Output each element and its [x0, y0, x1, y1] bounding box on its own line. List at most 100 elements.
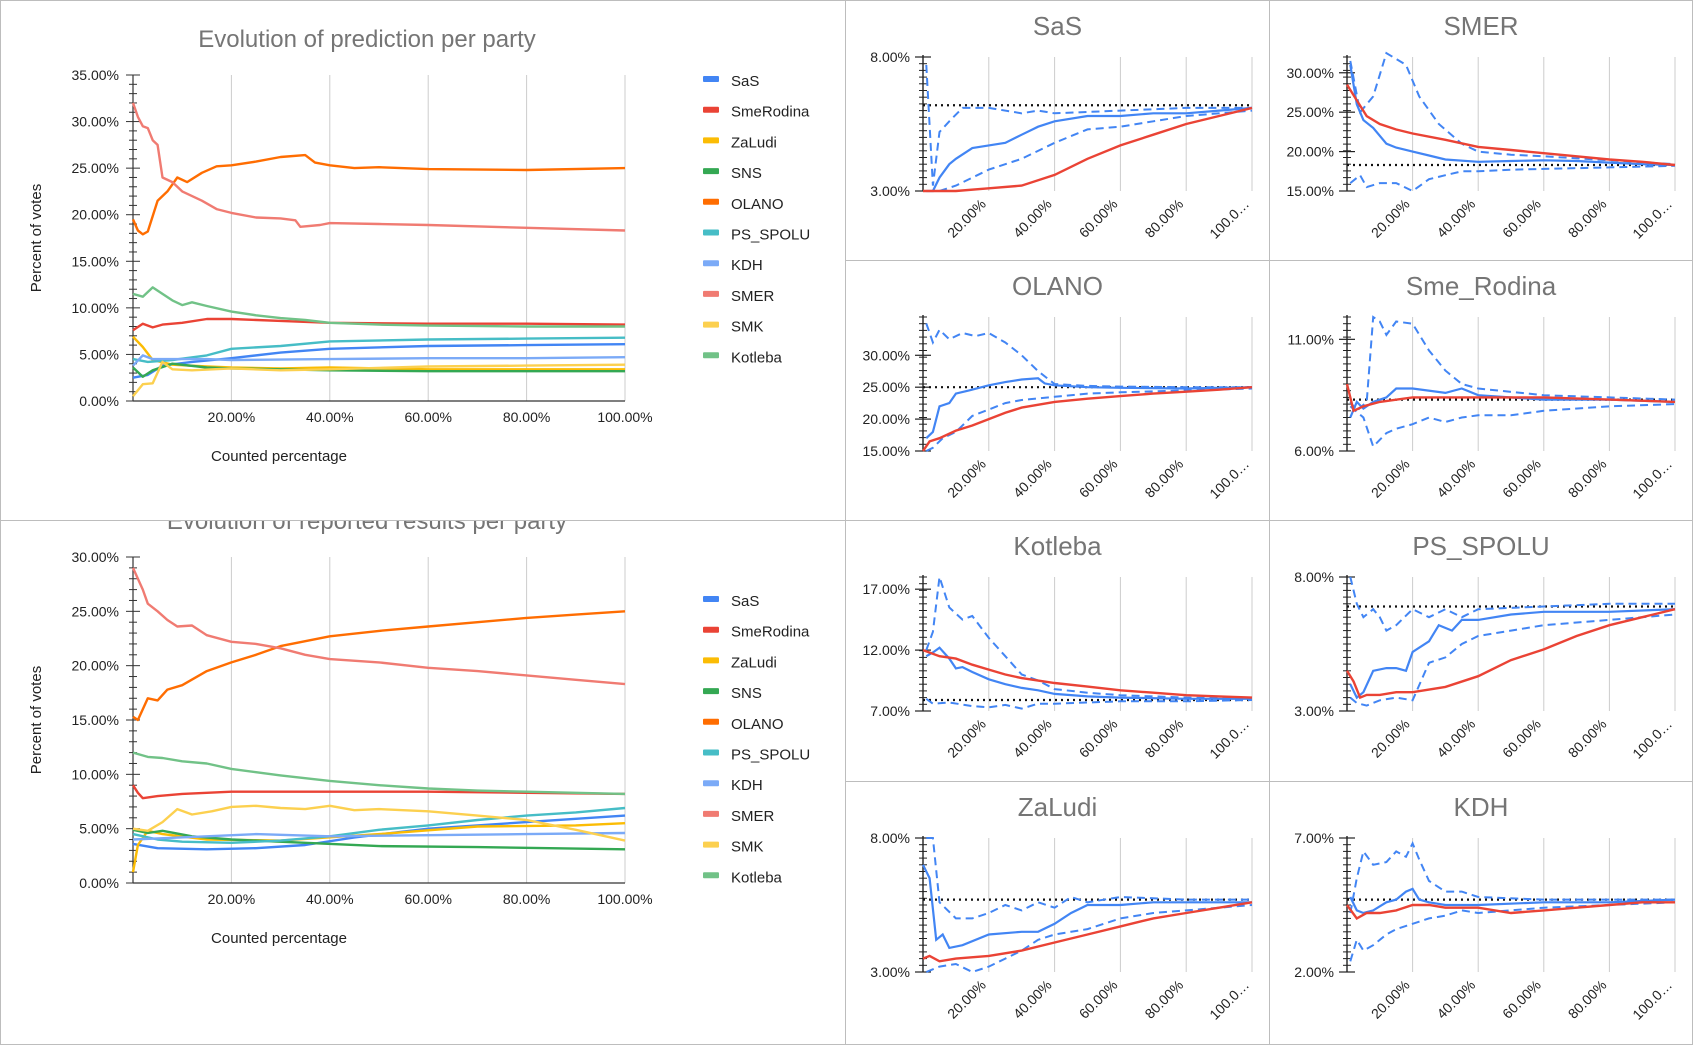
- x-tick-label: 80.00%: [1141, 196, 1186, 241]
- y-tick-label: 17.00%: [863, 581, 910, 597]
- x-tick-label: 100.0…: [1206, 977, 1252, 1023]
- prediction-lower-bound-line: [1349, 901, 1676, 962]
- x-tick-label: 20.00%: [944, 196, 989, 241]
- x-tick-label: 40.00%: [1433, 196, 1478, 241]
- legend-swatch-zaludi: [703, 137, 719, 144]
- y-tick-label: 20.00%: [1287, 144, 1334, 160]
- prediction-upper-bound-line: [1349, 576, 1675, 632]
- legend-swatch-smerodina: [703, 626, 719, 633]
- legend-swatch-smerodina: [703, 106, 719, 113]
- y-tick-label: 15.00%: [72, 253, 119, 269]
- y-tick-label: 2.00%: [1294, 964, 1334, 980]
- legend-label-olano: OLANO: [731, 716, 784, 733]
- x-tick-label: 60.00%: [1499, 977, 1544, 1022]
- x-tick-label: 100.0…: [1629, 196, 1675, 242]
- legend-swatch-smk: [703, 321, 719, 328]
- smer-chart: SMER 20.00% 40.00% 60.00% 80.00% 100.0… 15.00%…: [1287, 11, 1676, 242]
- legend-swatch-smer: [703, 290, 719, 297]
- legend-label-ps-spolu: PS_SPOLU: [731, 747, 810, 764]
- prediction-line: [1349, 887, 1676, 915]
- x-tick-label: 40.00%: [1433, 456, 1478, 501]
- kotleba-chart-panel: Kotleba 20.00% 40.00% 60.00% 80.00% 100.0… 7.0…: [845, 520, 1270, 782]
- x-tick-label: 20.00%: [208, 891, 255, 907]
- legend-swatch-olano: [703, 718, 719, 725]
- y-tick-label: 8.00%: [1294, 569, 1334, 585]
- legend-label-zaludi: ZaLudi: [731, 654, 777, 671]
- x-tick-label: 20.00%: [944, 716, 989, 761]
- x-tick-label: 100.00%: [597, 891, 652, 907]
- series-line-smerodina: [131, 784, 626, 800]
- legend-label-kdh: KDH: [731, 777, 763, 794]
- x-tick-label: 80.00%: [1141, 456, 1186, 501]
- y-tick-label: 10.00%: [72, 300, 119, 316]
- x-tick-label: 80.00%: [1565, 456, 1610, 501]
- y-tick-label: 30.00%: [1287, 65, 1334, 81]
- legend-label-sns: SNS: [731, 685, 762, 702]
- legend-label-smerodina: SmeRodina: [731, 624, 810, 641]
- legend-swatch-sns: [703, 168, 719, 175]
- prediction-line: [1349, 387, 1676, 418]
- zaludi-chart-panel: ZaLudi 20.00% 40.00% 60.00% 80.00% 100.0… 3.00…: [845, 781, 1270, 1045]
- x-tick-label: 20.00%: [208, 409, 255, 425]
- series-line-sas: [132, 814, 626, 851]
- prediction-upper-bound-line: [1349, 840, 1675, 914]
- x-tick-label: 40.00%: [1010, 977, 1055, 1022]
- y-tick-label: 25.00%: [1287, 104, 1334, 120]
- y-tick-label: 3.00%: [1294, 703, 1334, 719]
- prediction-upper-bound-line: [925, 323, 1252, 389]
- ps-spolu-chart: PS_SPOLU 20.00% 40.00% 60.00% 80.00% 100.0… 3.…: [1294, 531, 1676, 762]
- y-tick-label: 20.00%: [72, 658, 119, 674]
- sme-rodina-chart: Sme_Rodina 20.00% 40.00% 60.00% 80.00% 100.0……: [1288, 271, 1676, 502]
- x-tick-label: 40.00%: [1010, 456, 1055, 501]
- series-line-olano: [132, 610, 626, 722]
- y-tick-label: 5.00%: [79, 821, 119, 837]
- x-tick-label: 20.00%: [1368, 977, 1413, 1022]
- legend-swatch-sas: [703, 76, 719, 82]
- x-tick-label: 100.0…: [1206, 716, 1252, 762]
- x-tick-label: 80.00%: [1565, 196, 1610, 241]
- prediction-line: [922, 864, 1252, 950]
- x-tick-label: 100.0…: [1629, 456, 1675, 502]
- x-tick-label: 40.00%: [1433, 977, 1478, 1022]
- legend-swatch-sns: [703, 688, 719, 695]
- series-line-kdh: [132, 831, 626, 841]
- x-axis-label: Counted percentage: [211, 930, 347, 947]
- prediction-upper-bound-line: [925, 576, 1253, 700]
- y-tick-label: 35.00%: [72, 67, 119, 83]
- sme-rodina-chart-panel: Sme_Rodina 20.00% 40.00% 60.00% 80.00% 100.0……: [1269, 260, 1693, 521]
- legend-label-sas: SaS: [731, 73, 759, 90]
- series-line-olano: [131, 153, 626, 236]
- legend-label-ps-spolu: PS_SPOLU: [731, 227, 810, 244]
- prediction-chart: Evolution of prediction per party 20.00% 4…: [28, 26, 810, 465]
- legend-label-kotleba: Kotleba: [731, 349, 783, 366]
- x-tick-label: 60.00%: [1076, 716, 1121, 761]
- prediction-line: [925, 646, 1252, 700]
- legend-label-smk: SMK: [731, 839, 764, 856]
- prediction-lower-bound-line: [1349, 403, 1676, 449]
- reported-line: [923, 106, 1253, 193]
- legend-swatch-smk: [703, 841, 719, 848]
- y-tick-label: 0.00%: [79, 875, 119, 891]
- chart-title: Kotleba: [1013, 531, 1102, 561]
- chart-title: OLANO: [1012, 271, 1103, 301]
- x-tick-label: 20.00%: [1368, 456, 1413, 501]
- chart-title: ZaLudi: [1018, 792, 1098, 822]
- x-tick-label: 80.00%: [1565, 977, 1610, 1022]
- prediction-lower-bound-line: [925, 697, 1253, 710]
- chart-title: Sme_Rodina: [1406, 271, 1557, 301]
- legend-label-smerodina: SmeRodina: [731, 104, 810, 121]
- x-tick-label: 60.00%: [404, 891, 451, 907]
- reported-line: [1345, 383, 1676, 413]
- reported-line: [1346, 901, 1675, 920]
- series-line-ps-spolu: [132, 336, 626, 364]
- chart-title: PS_SPOLU: [1412, 531, 1549, 561]
- y-tick-label: 7.00%: [870, 703, 910, 719]
- reported-line: [922, 386, 1253, 452]
- x-tick-label: 40.00%: [1433, 716, 1478, 761]
- series-line-sas: [132, 343, 626, 379]
- sas-chart: SaS 20.00% 40.00% 60.00% 80.00% 100.0… 3.00% 8.…: [870, 11, 1253, 242]
- prediction-lower-bound-line: [926, 109, 1253, 192]
- prediction-lower-bound-line: [1349, 613, 1676, 707]
- chart-title: Evolution of prediction per party: [198, 26, 536, 53]
- series-line-sns: [132, 828, 626, 851]
